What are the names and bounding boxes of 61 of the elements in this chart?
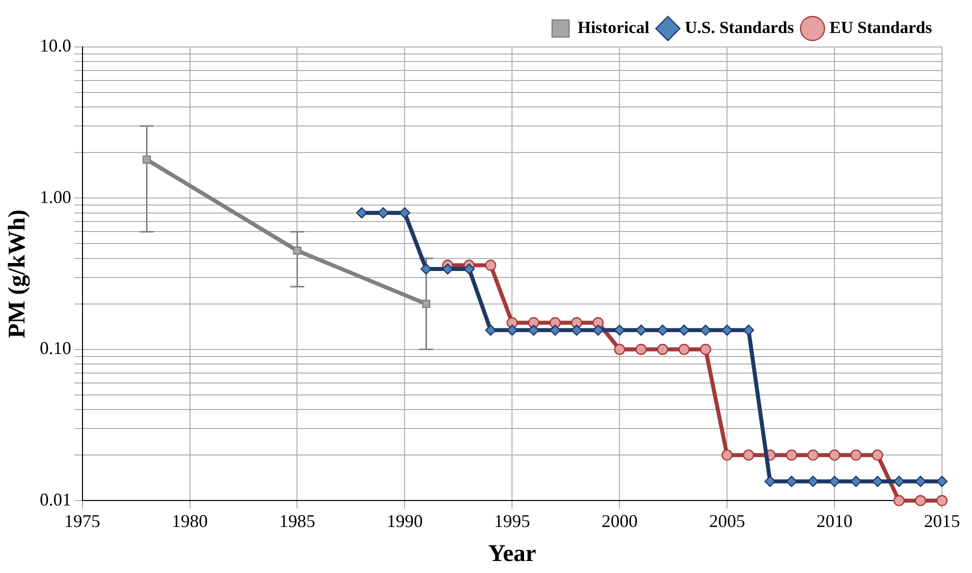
x-tick-label: 2005: [709, 511, 746, 532]
x-tick-label: 1995: [494, 511, 530, 532]
point: [528, 324, 540, 336]
x-tick-label: 2000: [602, 511, 638, 532]
x-axis-title: Year: [488, 540, 536, 567]
point: [550, 324, 561, 336]
point: [828, 449, 840, 461]
x-tick-label: 2010: [816, 511, 853, 532]
point: [293, 246, 302, 255]
point: [764, 476, 776, 487]
point: [678, 344, 690, 355]
point: [828, 476, 840, 487]
y-tick-label: 10.0: [40, 36, 72, 56]
point: [399, 207, 410, 218]
y-tick-label: 0.10: [40, 338, 72, 358]
legend-label: EU Standards: [829, 18, 932, 37]
legend-label: Historical: [578, 18, 650, 37]
point: [636, 344, 647, 355]
point: [742, 449, 754, 461]
point: [142, 155, 151, 164]
point: [636, 324, 647, 336]
point: [721, 449, 733, 461]
point: [936, 476, 948, 487]
point: [378, 207, 389, 218]
point: [422, 300, 430, 308]
point: [485, 260, 496, 271]
point: [464, 263, 475, 275]
point: [442, 263, 454, 275]
point: [614, 324, 626, 336]
y-axis-title: PM (g/kWh): [4, 209, 31, 338]
y-tick-label: 0.01: [40, 489, 72, 510]
point: [807, 476, 819, 487]
point: [700, 344, 712, 355]
point: [614, 344, 626, 355]
point: [872, 449, 884, 461]
point: [485, 324, 496, 336]
point: [936, 495, 948, 506]
point: [914, 495, 926, 506]
point: [786, 476, 798, 487]
point: [657, 324, 668, 336]
point: [850, 476, 862, 487]
point: [506, 324, 518, 336]
x-tick-label: 1990: [386, 511, 423, 532]
point: [356, 207, 368, 218]
x-tick-label: 1985: [279, 511, 316, 532]
x-tick-label: 2015: [924, 511, 960, 532]
point: [592, 324, 604, 336]
y-tick-label: 1.00: [40, 186, 72, 207]
point: [807, 449, 819, 461]
legend-label: U.S. Standards: [684, 18, 794, 37]
point: [893, 476, 905, 487]
point: [893, 495, 905, 506]
x-tick-label: 1975: [64, 511, 100, 532]
point: [872, 476, 884, 487]
point: [914, 476, 926, 487]
point: [656, 344, 668, 355]
point: [786, 449, 798, 461]
point: [420, 263, 432, 275]
point: [850, 449, 862, 461]
x-tick-label: 1980: [172, 511, 208, 532]
point: [571, 324, 582, 336]
